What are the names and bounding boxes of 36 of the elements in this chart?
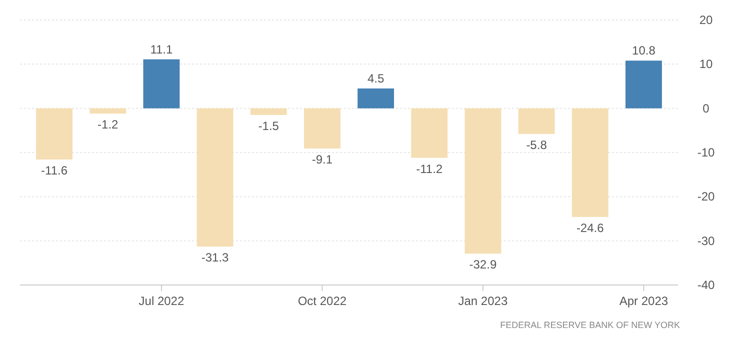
bar [411,108,448,158]
bar [518,108,555,134]
bar [464,108,502,254]
data-label: -5.8 [526,138,548,152]
data-label: -1.5 [258,118,280,133]
data-label: -24.6 [576,220,604,235]
data-label: 11.1 [150,42,174,56]
data-label: -9.1 [312,152,333,167]
bar [143,59,180,108]
text: FEDERAL RESERVE BANK OF NEW YORK [500,320,680,330]
data-label: -11.6 [41,164,68,178]
bar [572,108,608,217]
y-tick-label: 10 [699,57,713,72]
data-label: -32.9 [469,258,497,272]
bar [304,108,340,149]
x-tick-label: Jan 2023 [458,294,508,308]
data-label: -1.2 [98,118,119,132]
bar [196,108,234,247]
x-tick-label: Jul 2022 [138,294,184,308]
y-tick-label: 20 [699,13,713,27]
data-label: -11.2 [416,162,443,176]
data-label: 10.8 [632,44,656,58]
x-tick-label: Apr 2023 [619,294,668,308]
bar [625,60,662,108]
y-tick-label: -10 [697,146,715,160]
bar [358,88,394,108]
data-label: -31.3 [201,250,230,265]
bar [250,108,287,115]
data-label: 4.5 [367,71,384,86]
bar [36,108,73,160]
y-tick-label: -20 [697,190,715,204]
y-tick-label: -40 [697,278,715,292]
x-tick-label: Oct 2022 [298,294,347,308]
bar [90,108,126,114]
y-tick-label: -30 [697,234,715,248]
y-tick-label: 0 [702,101,710,116]
